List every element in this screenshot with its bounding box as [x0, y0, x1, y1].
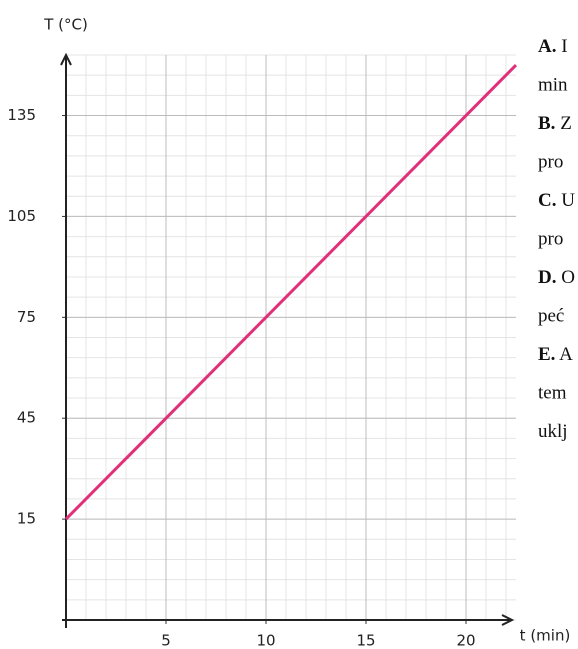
y-tick-label: 135 [7, 106, 36, 124]
y-tick-label: 105 [7, 207, 36, 225]
y-axis-arrow [60, 52, 72, 66]
side-text-body: O [561, 267, 575, 288]
x-axis-arrow [501, 614, 515, 626]
x-tick-label: 10 [256, 632, 275, 649]
side-text: peć [538, 306, 564, 327]
x-axis-label: t (min) [520, 627, 571, 645]
x-tick-label: 5 [161, 632, 171, 649]
side-text: pro [538, 229, 563, 250]
side-text-body: pro [538, 152, 563, 173]
side-text: pro [538, 152, 563, 173]
side-text-bold: B. [538, 113, 555, 134]
side-text-bold: D. [538, 267, 556, 288]
y-tick-label: 15 [17, 510, 36, 528]
side-text: A. I [538, 36, 568, 57]
side-text-body: U [561, 190, 575, 211]
y-axis-label: T (°C) [43, 16, 88, 34]
x-tick-label: 20 [456, 632, 475, 649]
side-text: min [538, 75, 568, 96]
side-text-bold: C. [538, 190, 556, 211]
side-text-body: pro [538, 229, 563, 250]
y-tick-label: 45 [17, 409, 36, 427]
side-text-body: I [561, 36, 567, 57]
side-text: C. U [538, 190, 575, 211]
side-text-body: min [538, 75, 568, 96]
data-line [64, 64, 518, 521]
side-text-bold: A. [538, 36, 556, 57]
side-text-body: peć [538, 306, 564, 327]
side-text: uklj [538, 421, 568, 442]
x-tick-label: 15 [356, 632, 375, 649]
side-text: E. A [538, 344, 573, 365]
side-text-body: Z [560, 113, 572, 134]
side-text-body: A [559, 344, 573, 365]
side-text: tem [538, 383, 567, 404]
side-text: D. O [538, 267, 575, 288]
side-text-bold: E. [538, 344, 555, 365]
side-text: B. Z [538, 113, 572, 134]
side-text-body: tem [538, 383, 567, 404]
side-text-body: uklj [538, 421, 568, 442]
y-tick-label: 75 [17, 308, 36, 326]
